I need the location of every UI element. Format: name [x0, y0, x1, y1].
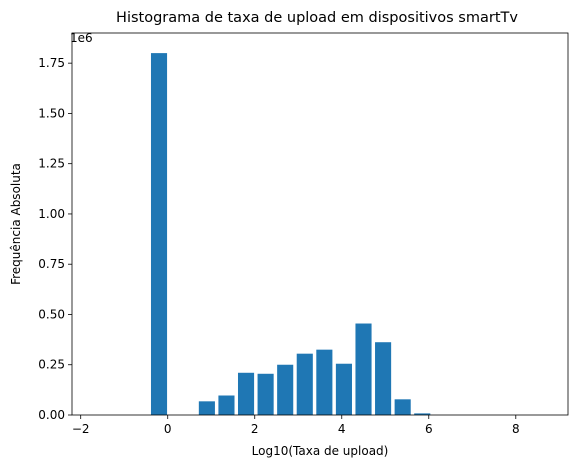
histogram-bar	[218, 395, 235, 415]
y-offset-label: 1e6	[70, 31, 93, 45]
histogram-bar	[316, 349, 333, 415]
y-tick-label: 0.50	[38, 307, 65, 321]
y-tick-label: 0.00	[38, 408, 65, 422]
x-tick-label: 4	[338, 422, 346, 436]
y-axis-label: Frequência Absoluta	[9, 163, 23, 285]
x-tick-label: 6	[425, 422, 433, 436]
histogram-bar	[394, 399, 411, 415]
y-axis-ticks: 0.00 0.25 0.50 0.75 1.00 1.25 1.50 1.75	[38, 56, 72, 422]
histogram-bar	[150, 53, 168, 416]
plot-frame	[71, 32, 569, 416]
histogram-bar	[355, 323, 372, 415]
y-tick-label: 1.50	[38, 106, 65, 120]
histogram-bar	[375, 342, 392, 415]
histogram-bar	[257, 373, 274, 415]
histogram-bar	[414, 413, 431, 415]
histogram-bar	[237, 372, 255, 415]
bars-group	[150, 53, 431, 416]
y-tick-label: 1.25	[38, 157, 65, 171]
y-tick-label: 0.75	[38, 257, 65, 271]
x-axis-ticks: −2 0 2 4 6 8	[72, 415, 520, 436]
chart-title: Histograma de taxa de upload em disposit…	[116, 10, 518, 26]
histogram-bar	[296, 353, 313, 415]
histogram-bar	[277, 364, 294, 415]
y-tick-label: 1.00	[38, 207, 65, 221]
y-tick-label: 0.25	[38, 358, 65, 372]
x-tick-label: 8	[512, 422, 520, 436]
x-tick-label: −2	[72, 422, 90, 436]
x-tick-label: 2	[251, 422, 259, 436]
y-tick-label: 1.75	[38, 56, 65, 70]
histogram-bar	[335, 363, 352, 415]
histogram-bar	[198, 401, 215, 415]
x-tick-label: 0	[164, 422, 172, 436]
x-axis-label: Log10(Taxa de upload)	[252, 444, 389, 458]
